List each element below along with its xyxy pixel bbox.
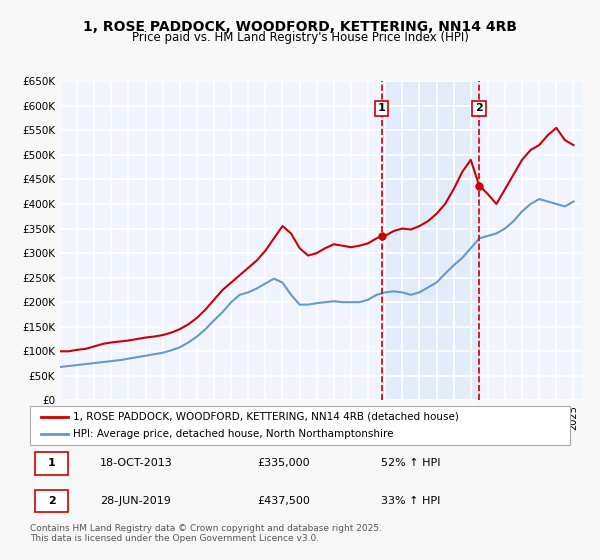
Text: HPI: Average price, detached house, North Northamptonshire: HPI: Average price, detached house, Nort… xyxy=(73,429,394,439)
Text: 18-OCT-2013: 18-OCT-2013 xyxy=(100,459,173,468)
FancyBboxPatch shape xyxy=(30,406,570,445)
Text: 2: 2 xyxy=(475,104,483,113)
Text: £335,000: £335,000 xyxy=(257,459,310,468)
Text: 1, ROSE PADDOCK, WOODFORD, KETTERING, NN14 4RB (detached house): 1, ROSE PADDOCK, WOODFORD, KETTERING, NN… xyxy=(73,412,459,422)
FancyBboxPatch shape xyxy=(35,490,68,512)
Text: Contains HM Land Registry data © Crown copyright and database right 2025.
This d: Contains HM Land Registry data © Crown c… xyxy=(30,524,382,543)
Text: 33% ↑ HPI: 33% ↑ HPI xyxy=(381,496,440,506)
Bar xyxy=(382,81,479,400)
Text: 28-JUN-2019: 28-JUN-2019 xyxy=(100,496,171,506)
Text: Price paid vs. HM Land Registry's House Price Index (HPI): Price paid vs. HM Land Registry's House … xyxy=(131,31,469,44)
Text: 1, ROSE PADDOCK, WOODFORD, KETTERING, NN14 4RB: 1, ROSE PADDOCK, WOODFORD, KETTERING, NN… xyxy=(83,20,517,34)
FancyBboxPatch shape xyxy=(35,452,68,475)
Text: 52% ↑ HPI: 52% ↑ HPI xyxy=(381,459,440,468)
Text: 2: 2 xyxy=(48,496,55,506)
Text: £437,500: £437,500 xyxy=(257,496,310,506)
Text: 1: 1 xyxy=(378,104,385,113)
Text: 1: 1 xyxy=(48,459,55,468)
